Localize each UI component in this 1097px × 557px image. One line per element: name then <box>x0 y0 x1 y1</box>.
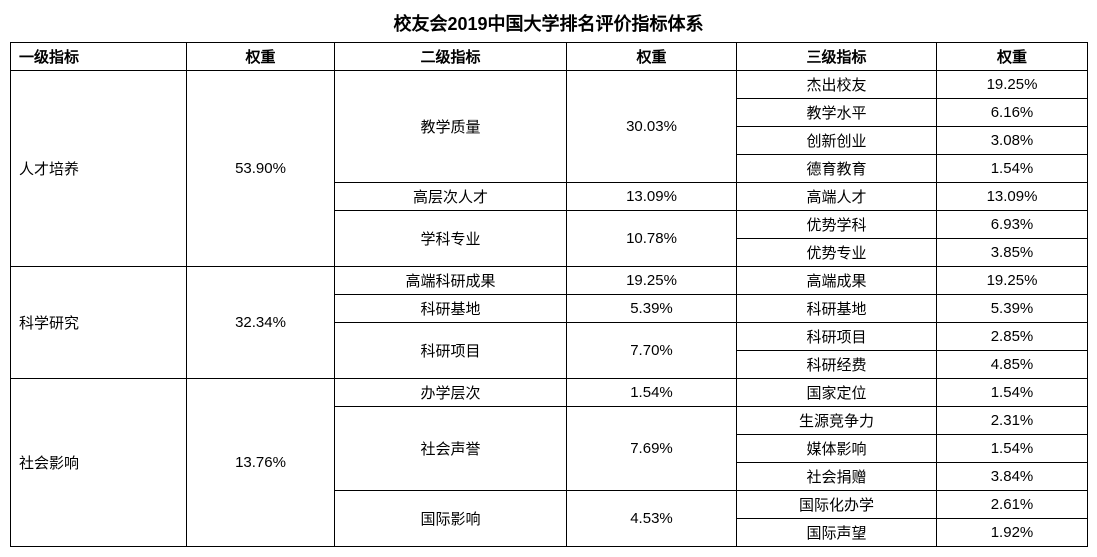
l3-name: 创新创业 <box>737 127 937 155</box>
l2-name: 科研项目 <box>335 323 567 379</box>
l2-name: 科研基地 <box>335 295 567 323</box>
l3-name: 高端人才 <box>737 183 937 211</box>
l3-weight: 3.85% <box>937 239 1088 267</box>
l2-weight: 1.54% <box>567 379 737 407</box>
l3-name: 德育教育 <box>737 155 937 183</box>
l1-name: 人才培养 <box>11 71 187 267</box>
l3-name: 媒体影响 <box>737 435 937 463</box>
table-row: 社会影响 13.76% 办学层次 1.54% 国家定位 1.54% <box>11 379 1088 407</box>
l3-name: 科研项目 <box>737 323 937 351</box>
l2-weight: 10.78% <box>567 211 737 267</box>
l2-name: 教学质量 <box>335 71 567 183</box>
col-header-l3-weight: 权重 <box>937 43 1088 71</box>
l2-name: 高端科研成果 <box>335 267 567 295</box>
l3-weight: 2.85% <box>937 323 1088 351</box>
col-header-l1: 一级指标 <box>11 43 187 71</box>
l3-name: 优势学科 <box>737 211 937 239</box>
l3-name: 杰出校友 <box>737 71 937 99</box>
l2-name: 学科专业 <box>335 211 567 267</box>
l3-weight: 1.54% <box>937 155 1088 183</box>
l3-weight: 19.25% <box>937 71 1088 99</box>
l1-weight: 13.76% <box>187 379 335 547</box>
l3-weight: 19.25% <box>937 267 1088 295</box>
l3-weight: 1.54% <box>937 379 1088 407</box>
l3-name: 科研基地 <box>737 295 937 323</box>
l1-weight: 32.34% <box>187 267 335 379</box>
l2-weight: 19.25% <box>567 267 737 295</box>
l3-weight: 4.85% <box>937 351 1088 379</box>
table-row: 人才培养 53.90% 教学质量 30.03% 杰出校友 19.25% <box>11 71 1088 99</box>
l3-weight: 6.93% <box>937 211 1088 239</box>
l3-name: 优势专业 <box>737 239 937 267</box>
l3-weight: 2.61% <box>937 491 1088 519</box>
l2-weight: 13.09% <box>567 183 737 211</box>
l3-name: 国际化办学 <box>737 491 937 519</box>
table-header-row: 一级指标 权重 二级指标 权重 三级指标 权重 <box>11 43 1088 71</box>
l2-weight: 5.39% <box>567 295 737 323</box>
l3-name: 生源竞争力 <box>737 407 937 435</box>
l3-weight: 2.31% <box>937 407 1088 435</box>
col-header-l1-weight: 权重 <box>187 43 335 71</box>
l1-name: 科学研究 <box>11 267 187 379</box>
col-header-l3: 三级指标 <box>737 43 937 71</box>
l3-name: 国家定位 <box>737 379 937 407</box>
l3-name: 高端成果 <box>737 267 937 295</box>
page-title: 校友会2019中国大学排名评价指标体系 <box>10 10 1087 36</box>
l3-weight: 5.39% <box>937 295 1088 323</box>
indicator-table: 一级指标 权重 二级指标 权重 三级指标 权重 人才培养 53.90% 教学质量… <box>10 42 1088 547</box>
l2-weight: 7.69% <box>567 407 737 491</box>
l2-weight: 4.53% <box>567 491 737 547</box>
col-header-l2: 二级指标 <box>335 43 567 71</box>
l3-name: 科研经费 <box>737 351 937 379</box>
l1-weight: 53.90% <box>187 71 335 267</box>
l3-name: 教学水平 <box>737 99 937 127</box>
l2-name: 社会声誉 <box>335 407 567 491</box>
table-row: 科学研究 32.34% 高端科研成果 19.25% 高端成果 19.25% <box>11 267 1088 295</box>
l3-weight: 3.08% <box>937 127 1088 155</box>
l3-name: 社会捐赠 <box>737 463 937 491</box>
l2-weight: 7.70% <box>567 323 737 379</box>
l3-weight: 1.54% <box>937 435 1088 463</box>
l3-weight: 13.09% <box>937 183 1088 211</box>
l2-name: 办学层次 <box>335 379 567 407</box>
l3-weight: 6.16% <box>937 99 1088 127</box>
l3-weight: 1.92% <box>937 519 1088 547</box>
l1-name: 社会影响 <box>11 379 187 547</box>
col-header-l2-weight: 权重 <box>567 43 737 71</box>
l2-weight: 30.03% <box>567 71 737 183</box>
l3-name: 国际声望 <box>737 519 937 547</box>
l2-name: 国际影响 <box>335 491 567 547</box>
l2-name: 高层次人才 <box>335 183 567 211</box>
l3-weight: 3.84% <box>937 463 1088 491</box>
